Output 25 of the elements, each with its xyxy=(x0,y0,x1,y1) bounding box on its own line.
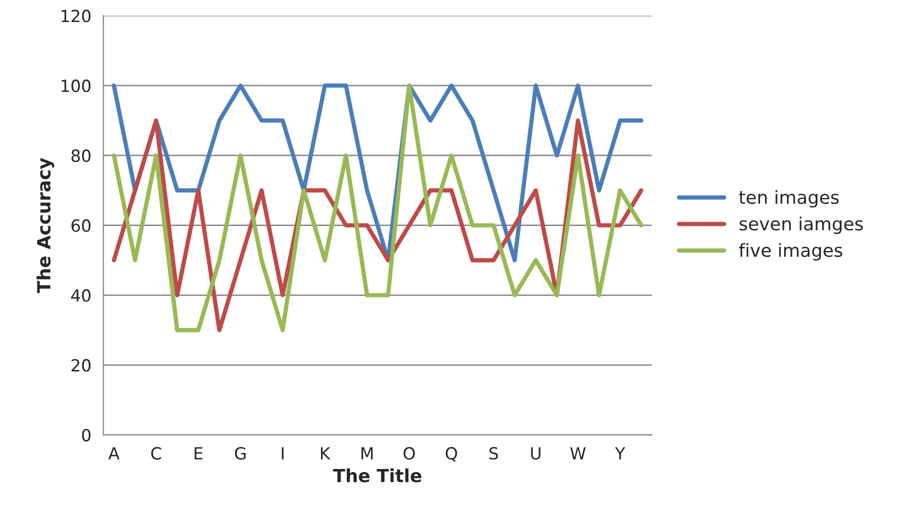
y-tick-label: 100 xyxy=(62,80,90,92)
x-tick-label: C xyxy=(151,447,162,460)
y-tick-label: 20 xyxy=(72,359,90,372)
x-axis-title: The Title xyxy=(333,468,422,482)
x-tick-label: Q xyxy=(446,447,458,462)
y-tick-label: 40 xyxy=(71,289,90,302)
legend-label: five images xyxy=(738,243,842,261)
x-tick-label: S xyxy=(489,447,498,460)
x-tick-label: A xyxy=(108,447,120,460)
x-tick-label: Y xyxy=(615,447,626,460)
y-tick-label: 60 xyxy=(72,219,90,232)
x-tick-label: M xyxy=(361,447,373,460)
x-tick-label: O xyxy=(404,447,415,460)
y-tick-label: 0 xyxy=(82,428,90,442)
y-axis-title: The Accuracy xyxy=(36,158,54,293)
x-tick-label: I xyxy=(282,447,284,460)
legend-label: ten images xyxy=(739,190,839,208)
x-tick-label: W xyxy=(570,447,586,460)
x-tick-label: E xyxy=(194,447,202,460)
y-tick-label: 80 xyxy=(72,149,90,162)
x-tick-label: K xyxy=(321,447,331,460)
y-tick-label: 120 xyxy=(62,10,90,22)
x-tick-label: G xyxy=(234,447,246,460)
x-tick-label: U xyxy=(531,447,540,460)
legend-label: seven iamges xyxy=(740,216,863,234)
